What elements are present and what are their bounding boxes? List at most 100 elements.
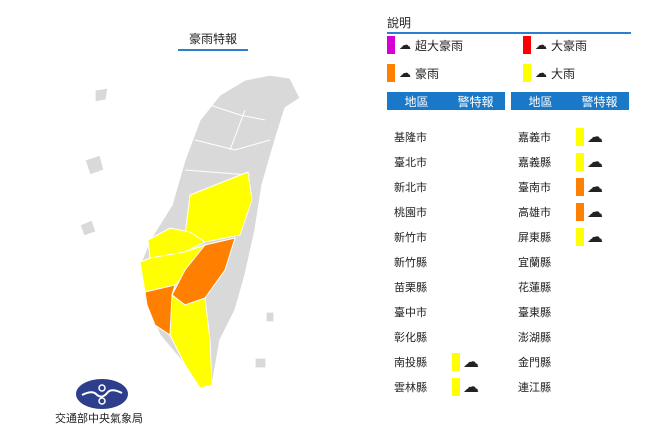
region-name: 彰化縣	[394, 330, 427, 344]
warning-color	[576, 227, 584, 246]
table-row: 彰化縣	[387, 324, 505, 349]
warning-color	[576, 152, 584, 171]
legend-color	[387, 36, 395, 54]
taiwan-map	[79, 74, 301, 389]
region-name: 桃園市	[394, 205, 427, 219]
table-right: 地區 警特報 嘉義市 ☁ 嘉義縣 ☁ 臺南市 ☁ 高雄市 ☁ 屏東縣 ☁ 宜蘭縣花蓮縣臺東縣澎湖縣金門…	[511, 92, 629, 399]
region-name: 新竹市	[394, 230, 427, 244]
rain-cloud-outline-icon: ☁	[535, 66, 547, 80]
warning-color	[576, 177, 584, 196]
cwb-logo	[76, 379, 128, 409]
table-row: 臺北市	[387, 149, 505, 174]
warning-cell: ☁	[576, 227, 603, 246]
table-left: 地區 警特報 基隆市 臺北市 新北市 桃園市 新竹市 新竹縣 苗栗縣 臺中市 彰化縣 南投縣 ☁ 雲林縣…	[387, 92, 505, 399]
region-name: 臺北市	[394, 155, 427, 169]
region-pingtung	[169, 294, 213, 389]
rain-cloud-outline-icon: ☁	[463, 352, 479, 371]
rain-cloud-outline-icon: ☁	[463, 377, 479, 396]
table-row: 高雄市 ☁	[511, 199, 629, 224]
region-name: 連江縣	[518, 380, 551, 394]
region-name: 臺中市	[394, 305, 427, 319]
header-warning: 警特報	[457, 94, 494, 109]
region-name: 苗栗縣	[394, 280, 427, 294]
table-row: 桃園市	[387, 199, 505, 224]
region-name: 高雄市	[518, 205, 551, 219]
islands-small	[79, 219, 97, 237]
legend-label: 超大豪雨	[415, 38, 464, 53]
rain-cloud-icon: ☁	[535, 38, 547, 52]
legend-color	[523, 36, 531, 54]
table-row: 臺中市	[387, 299, 505, 324]
table-row: 新竹縣	[387, 249, 505, 274]
legend-color	[387, 64, 395, 82]
legend-item: ☁ 豪雨	[387, 64, 523, 82]
region-name: 屏東縣	[518, 230, 551, 244]
warning-cell: ☁	[576, 127, 603, 146]
warning-color	[452, 352, 460, 371]
legend: ☁ 超大豪雨 ☁ 大豪雨 ☁ 豪雨 ☁ 大雨	[387, 36, 647, 82]
header-warning: 警特報	[581, 94, 618, 109]
table-row: 苗栗縣	[387, 274, 505, 299]
region-name: 雲林縣	[394, 380, 427, 394]
table-row: 連江縣	[511, 374, 629, 399]
header-region: 地區	[528, 94, 553, 109]
rain-cloud-icon: ☁	[399, 38, 411, 52]
legend-label: 豪雨	[415, 66, 440, 81]
warning-cell: ☁	[452, 377, 479, 396]
warning-color	[452, 377, 460, 396]
legend-heading: 說明	[387, 14, 631, 34]
islands-north	[94, 87, 109, 103]
table-row: 新竹市	[387, 224, 505, 249]
rain-cloud-outline-icon: ☁	[587, 152, 603, 171]
table-row: 金門縣	[511, 349, 629, 374]
warning-cell: ☁	[576, 177, 603, 196]
orchid-island	[254, 357, 267, 369]
region-name: 新北市	[394, 180, 427, 194]
table-row: 臺南市 ☁	[511, 174, 629, 199]
table-row: 臺東縣	[511, 299, 629, 324]
legend-item: ☁ 大雨	[523, 64, 643, 82]
region-name: 基隆市	[394, 130, 427, 144]
legend-label: 大雨	[551, 66, 576, 81]
region-name: 金門縣	[518, 355, 551, 369]
warning-color	[576, 202, 584, 221]
region-name: 花蓮縣	[518, 280, 551, 294]
rain-cloud-outline-icon: ☁	[587, 127, 603, 146]
table-row: 宜蘭縣	[511, 249, 629, 274]
legend-color	[523, 64, 531, 82]
region-name: 嘉義縣	[518, 155, 551, 169]
region-name: 臺東縣	[518, 305, 551, 319]
rain-cloud-icon: ☁	[587, 177, 603, 196]
region-name: 宜蘭縣	[518, 255, 551, 269]
agency-name: 交通部中央氣象局	[55, 412, 143, 425]
region-name: 嘉義市	[518, 130, 551, 144]
region-name: 新竹縣	[394, 255, 427, 269]
table-row: 花蓮縣	[511, 274, 629, 299]
warning-cell: ☁	[452, 352, 479, 371]
region-name: 臺南市	[518, 180, 551, 194]
green-island	[265, 311, 275, 323]
region-name: 澎湖縣	[518, 330, 551, 344]
table-row: 雲林縣 ☁	[387, 374, 505, 399]
table-row: 嘉義縣 ☁	[511, 149, 629, 174]
warning-color	[576, 127, 584, 146]
table-row: 嘉義市 ☁	[511, 124, 629, 149]
table-row: 澎湖縣	[511, 324, 629, 349]
map-title: 豪雨特報	[178, 30, 248, 51]
legend-item: ☁ 大豪雨	[523, 36, 643, 54]
warning-cell: ☁	[576, 152, 603, 171]
legend-label: 大豪雨	[551, 38, 588, 53]
table-row: 屏東縣 ☁	[511, 224, 629, 249]
rain-cloud-icon: ☁	[587, 202, 603, 221]
header-region: 地區	[404, 94, 429, 109]
table-header: 地區 警特報	[511, 92, 629, 110]
table-row: 南投縣 ☁	[387, 349, 505, 374]
penghu	[84, 154, 105, 176]
legend-item: ☁ 超大豪雨	[387, 36, 523, 54]
region-name: 南投縣	[394, 355, 427, 369]
county-borders	[184, 104, 271, 176]
warning-cell: ☁	[576, 202, 603, 221]
rain-cloud-icon: ☁	[399, 66, 411, 80]
table-header: 地區 警特報	[387, 92, 505, 110]
table-row: 新北市	[387, 174, 505, 199]
